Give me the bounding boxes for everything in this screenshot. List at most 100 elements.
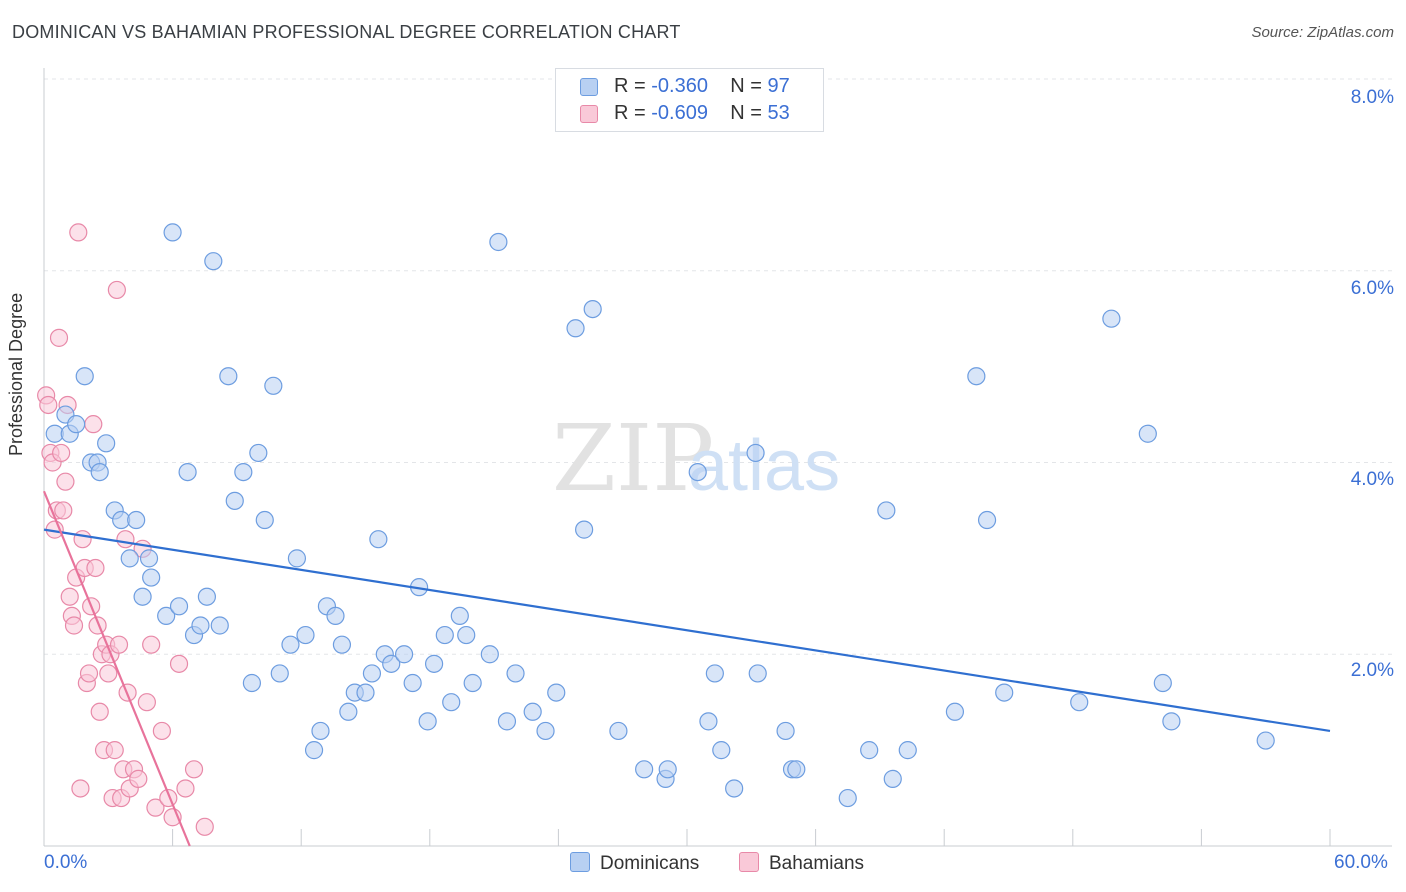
bottom-legend-swatch-pink [739,852,759,872]
legend-r-dominicans: -0.360 [651,75,708,97]
x-tick-label-min: 0.0% [44,852,88,873]
dominicans-point-84 [877,501,896,520]
legend-swatch-pink [580,105,598,123]
dominicans-point-71 [658,760,677,779]
dominicans-point-65 [566,319,585,338]
dominicans-point-60 [497,712,517,731]
bottom-legend-bahamians[interactable]: Bahamians [739,852,864,875]
dominicans-point-64 [547,683,566,702]
dominicans-point-43 [356,683,375,702]
bahamians-point-50 [176,779,195,798]
dominicans-point-18 [169,597,189,616]
bottom-legend-dominicans[interactable]: Dominicans [570,852,699,875]
dominicans-point-13 [133,587,152,606]
dominicans-point-16 [157,606,176,626]
dominicans-point-69 [635,760,654,779]
dominicans-point-89 [977,510,997,530]
dominicans-point-22 [197,587,216,606]
dominicans-point-25 [219,367,238,386]
dominicans-point-75 [712,741,731,760]
dominicans-point-3 [67,415,86,434]
dominicans-point-88 [967,367,986,386]
dominicans-point-31 [264,376,283,395]
dominicans-point-40 [332,635,352,654]
dominicans-trend-line [43,528,1331,733]
bahamians-point-32 [105,741,124,760]
dominicans-point-52 [424,654,444,673]
legend-n-label: N = [730,102,762,124]
legend-r-label: R = [614,75,646,97]
dominicans-point-39 [326,606,345,626]
dominicans-point-79 [776,721,795,741]
bahamians-point-7 [52,443,71,463]
bahamians-point-16 [71,779,90,798]
dominicans-point-36 [304,741,324,760]
dominicans-point-82 [838,788,857,808]
watermark-zip: ZIP [552,405,714,512]
dominicans-point-37 [311,721,330,741]
y-tick-label-8: 8.0% [1350,87,1394,108]
bahamians-point-1 [39,395,58,415]
x-axis-ticks [172,829,1331,846]
dominicans-point-91 [1070,693,1089,712]
bahamians-point-25 [90,702,109,721]
dominicans-point-29 [249,443,268,463]
dominicans-point-67 [583,300,602,319]
y-axis-label: Professional Degree [6,292,26,456]
bahamians-point-9 [56,472,75,491]
dominicans-point-24 [210,616,229,635]
dominicans-point-74 [705,664,724,683]
dominicans-point-72 [688,462,707,482]
bahamians-point-33 [107,280,126,300]
legend-r-label: R = [614,102,646,124]
dominicans-point-56 [457,625,476,645]
bahamians-point-45 [146,798,165,817]
y-tick-label-6: 6.0% [1350,278,1394,299]
dominicans-point-68 [609,721,628,741]
dominicans-point-93 [1138,424,1157,443]
bahamians-point-46 [152,721,171,741]
legend-n-label: N = [730,75,762,97]
dominicans-point-59 [489,232,508,252]
bahamians-point-22 [84,415,103,434]
bahamians-point-11 [60,587,79,606]
bahamians-point-51 [184,760,204,779]
dominicans-point-96 [1256,731,1275,750]
dominicans-point-34 [287,549,307,568]
bahamians-points [37,223,214,836]
bottom-legend-label-dominicans: Dominicans [600,853,700,874]
x-tick-label-max: 60.0% [1334,852,1388,873]
bahamians-point-17 [73,530,92,549]
bahamians-point-37 [116,530,135,549]
dominicans-point-92 [1102,309,1121,328]
dominicans-point-51 [418,712,437,731]
dominicans-point-35 [296,625,315,645]
bahamians-point-6 [49,328,69,347]
dominicans-point-17 [163,223,182,242]
chart-title: DOMINICAN VS BAHAMIAN PROFESSIONAL DEGRE… [12,22,681,42]
dominicans-point-4 [75,367,94,386]
dominicans-point-55 [450,606,469,626]
dominicans-point-57 [463,673,482,693]
legend-swatch-blue [580,78,598,96]
dominicans-point-33 [281,635,300,654]
dominicans-point-30 [255,510,274,530]
bahamians-point-20 [79,664,99,683]
bahamians-point-23 [86,558,105,578]
watermark-atlas: atlas [688,426,840,506]
dominicans-point-76 [725,779,744,798]
dominicans-point-26 [225,491,244,510]
dominicans-point-8 [97,434,116,453]
bahamians-point-49 [169,654,189,673]
y-tick-label-2: 2.0% [1350,660,1394,681]
dominicans-point-19 [178,462,197,482]
bahamians-point-13 [64,616,84,635]
zipatlas-watermark: ZIP atlas [552,405,840,512]
dominicans-point-45 [369,530,388,549]
legend-n-bahamians: 53 [767,102,790,124]
dominicans-point-66 [575,520,594,539]
dominicans-point-14 [139,549,159,568]
dominicans-point-77 [746,443,765,463]
dominicans-point-44 [362,664,382,683]
